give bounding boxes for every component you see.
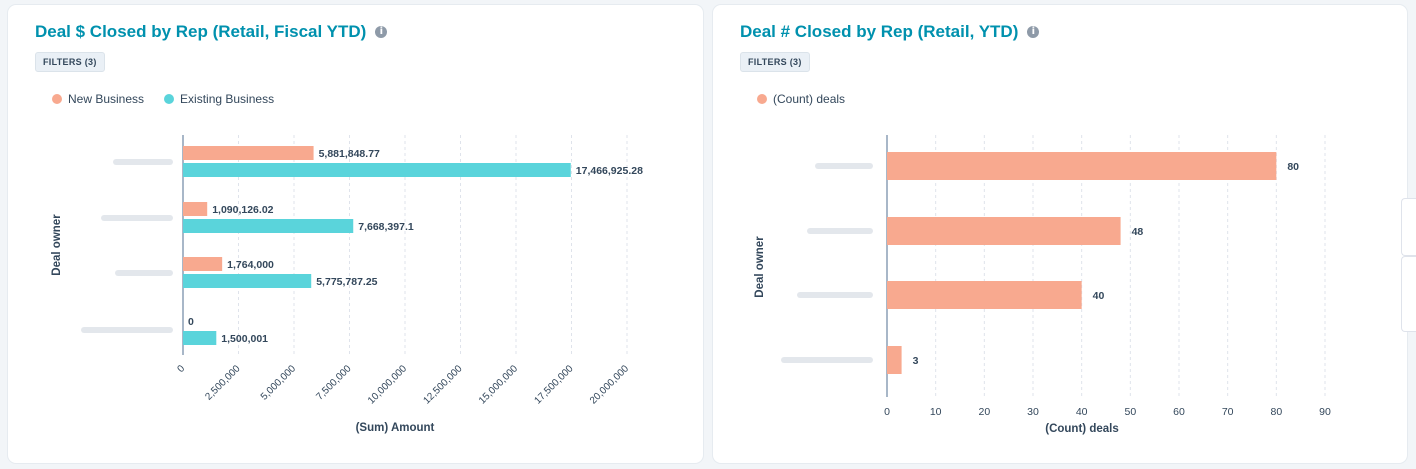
filters-button[interactable]: FILTERS (3) bbox=[740, 52, 810, 72]
y-tick-label-redacted bbox=[781, 357, 873, 363]
bar-existing-business bbox=[183, 274, 312, 288]
bar-count-deals bbox=[887, 152, 1277, 180]
x-tick-label: 20,000,000 bbox=[588, 363, 631, 406]
x-tick-label: 80 bbox=[1270, 406, 1282, 418]
x-tick-label: 10 bbox=[930, 406, 942, 418]
legend-swatch bbox=[164, 94, 175, 104]
x-tick-label: 20 bbox=[978, 406, 990, 418]
y-axis-label: Deal owner bbox=[51, 214, 63, 276]
x-tick-label: 60 bbox=[1173, 406, 1185, 418]
data-label: 5,775,787.25 bbox=[316, 276, 377, 288]
bar-count-deals bbox=[887, 281, 1082, 309]
legend-label: (Count) deals bbox=[773, 92, 846, 106]
y-tick-label-redacted bbox=[807, 228, 873, 234]
data-label: 5,881,848.77 bbox=[319, 148, 380, 160]
x-tick-label: 40 bbox=[1076, 406, 1088, 418]
y-tick-label-redacted bbox=[101, 215, 173, 221]
bar-new-business bbox=[183, 202, 208, 216]
x-tick-label: 17,500,000 bbox=[532, 363, 575, 406]
chart-legend: (Count) deals bbox=[757, 92, 865, 106]
x-tick-label: 15,000,000 bbox=[477, 363, 520, 406]
data-label: 7,668,397.1 bbox=[358, 221, 414, 233]
bar-new-business bbox=[183, 257, 223, 271]
x-tick-label: 2,500,000 bbox=[203, 363, 243, 403]
side-panel-tab[interactable] bbox=[1401, 256, 1416, 332]
y-axis-label: Deal owner bbox=[754, 236, 766, 298]
x-tick-label: 12,500,000 bbox=[421, 363, 464, 406]
bar-existing-business bbox=[183, 331, 217, 345]
deal-count-card: Deal # Closed by Rep (Retail, YTD) i FIL… bbox=[713, 5, 1407, 463]
x-tick-label: 50 bbox=[1124, 406, 1136, 418]
card-header: Deal $ Closed by Rep (Retail, Fiscal YTD… bbox=[35, 22, 388, 42]
data-label: 48 bbox=[1132, 226, 1144, 238]
x-tick-label: 0 bbox=[884, 406, 890, 418]
chart-title[interactable]: Deal $ Closed by Rep (Retail, Fiscal YTD… bbox=[35, 22, 367, 41]
card-header: Deal # Closed by Rep (Retail, YTD) i bbox=[740, 22, 1040, 42]
amount-bar-chart: 0 2,500,000 5,000,000 7,500,000 10,000,000 12… bbox=[51, 135, 643, 434]
bar-existing-business bbox=[183, 219, 354, 233]
legend-label: New Business bbox=[68, 92, 145, 106]
x-axis-label: (Count) deals bbox=[1045, 423, 1118, 435]
data-label: 1,090,126.02 bbox=[212, 204, 273, 216]
filters-button[interactable]: FILTERS (3) bbox=[35, 52, 105, 72]
chart-title[interactable]: Deal # Closed by Rep (Retail, YTD) bbox=[740, 22, 1019, 41]
y-tick-label-redacted bbox=[113, 159, 173, 165]
y-tick-label-redacted bbox=[797, 292, 873, 298]
y-tick-label-redacted bbox=[81, 327, 173, 333]
x-tick-label: 30 bbox=[1027, 406, 1039, 418]
legend-item-new-business[interactable]: New Business bbox=[52, 92, 144, 106]
legend-label: Existing Business bbox=[180, 92, 275, 106]
deal-amount-card: Deal $ Closed by Rep (Retail, Fiscal YTD… bbox=[8, 5, 703, 463]
chart-legend: New Business Existing Business bbox=[52, 92, 294, 106]
data-label: 0 bbox=[188, 316, 194, 328]
bar-count-deals bbox=[887, 217, 1121, 245]
legend-item-count-deals[interactable]: (Count) deals bbox=[757, 92, 845, 106]
y-tick-label-redacted bbox=[815, 163, 873, 169]
x-tick-label: 90 bbox=[1319, 406, 1331, 418]
bar-existing-business bbox=[183, 163, 571, 177]
bar-count-deals bbox=[887, 346, 902, 374]
count-bar-chart: 0 10 20 30 40 50 60 70 80 90 80 48 40 3 (Count) deals D… bbox=[754, 135, 1331, 435]
legend-item-existing-business[interactable]: Existing Business bbox=[164, 92, 274, 106]
x-tick-label: 70 bbox=[1222, 406, 1234, 418]
legend-swatch bbox=[52, 94, 62, 104]
info-icon[interactable]: i bbox=[1027, 26, 1040, 38]
x-tick-label: 7,500,000 bbox=[314, 363, 354, 403]
x-tick-label: 10,000,000 bbox=[366, 363, 409, 406]
legend-swatch bbox=[757, 94, 767, 104]
data-label: 1,500,001 bbox=[221, 333, 268, 345]
data-label: 3 bbox=[913, 355, 919, 367]
info-icon[interactable]: i bbox=[375, 26, 388, 38]
data-label: 17,466,925.28 bbox=[576, 165, 643, 177]
y-tick-label-redacted bbox=[115, 270, 173, 276]
data-label: 80 bbox=[1287, 161, 1299, 173]
bar-new-business bbox=[183, 146, 314, 160]
side-panel-tab[interactable] bbox=[1401, 198, 1416, 256]
x-tick-label: 0 bbox=[175, 363, 187, 375]
data-label: 1,764,000 bbox=[227, 259, 274, 271]
data-label: 40 bbox=[1093, 290, 1105, 302]
x-axis-label: (Sum) Amount bbox=[356, 422, 435, 434]
x-tick-label: 5,000,000 bbox=[259, 363, 299, 403]
